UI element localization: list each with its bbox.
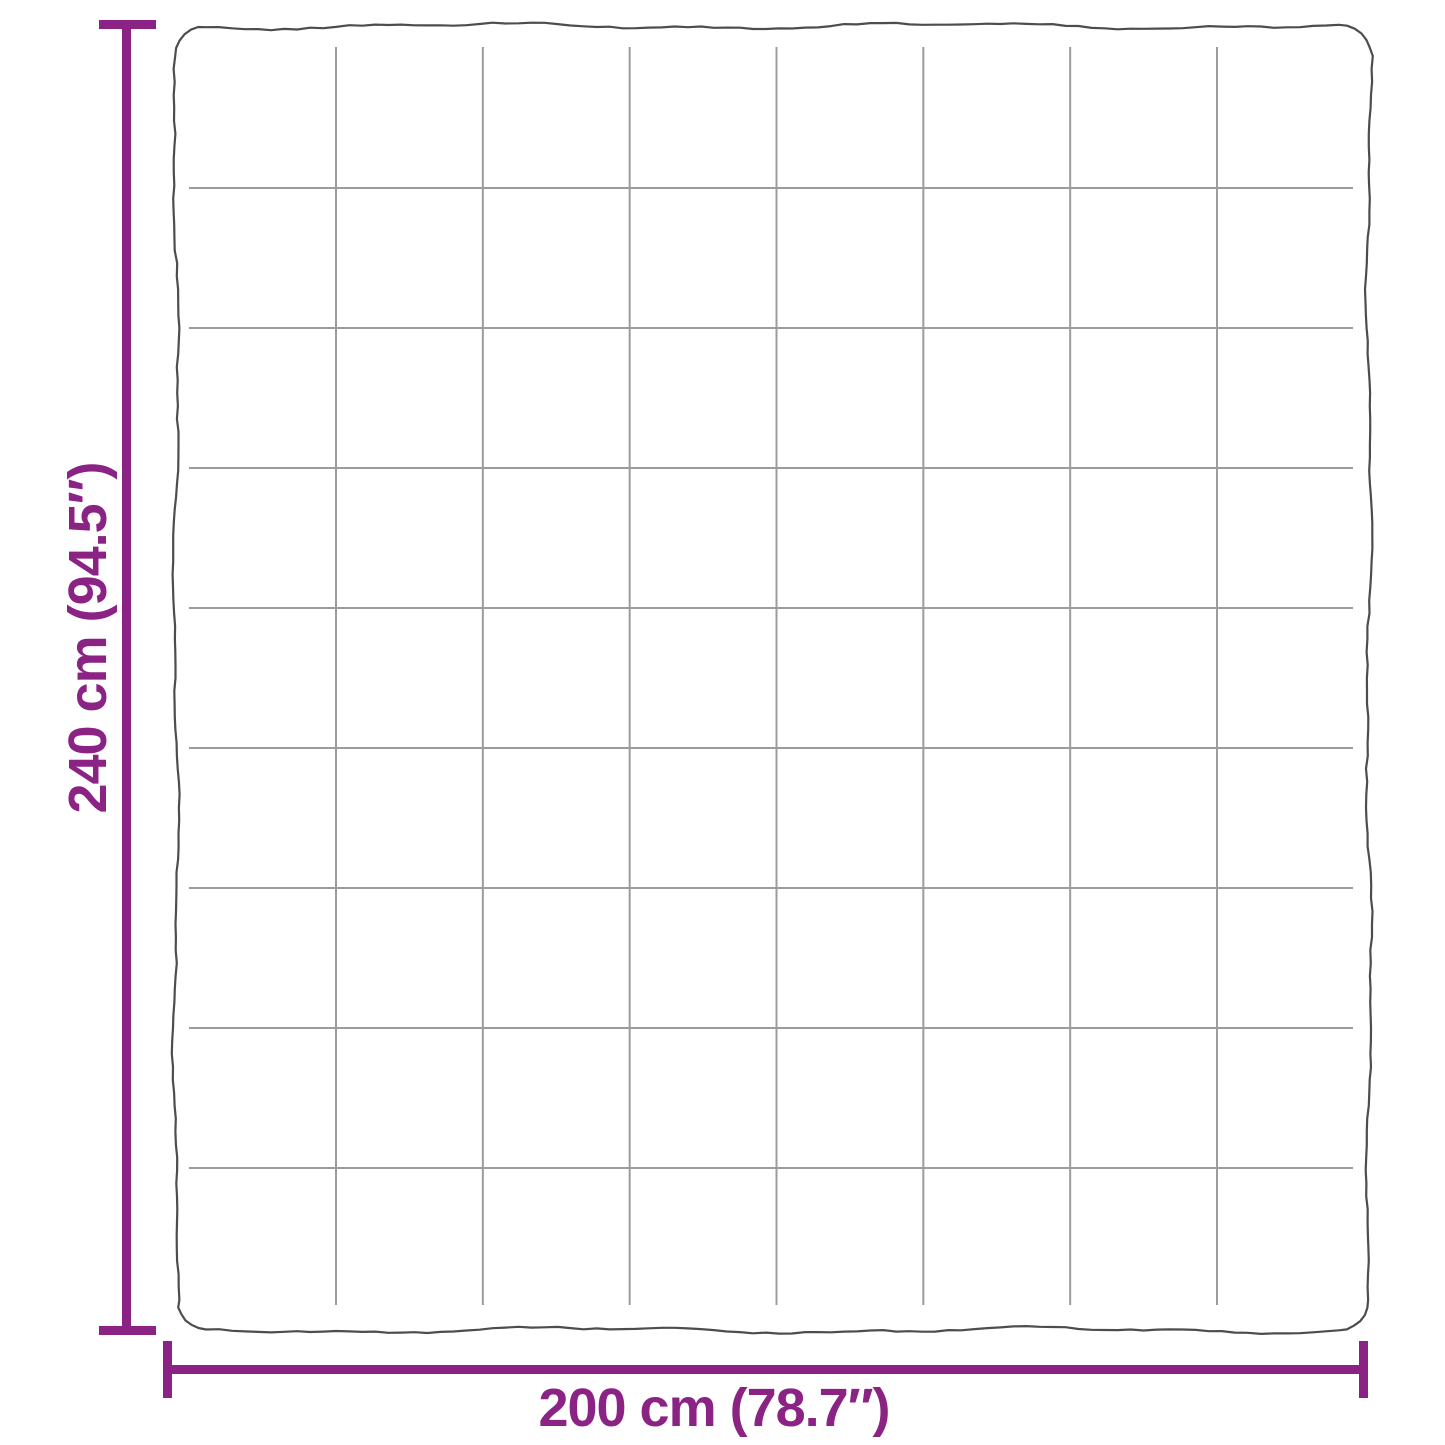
width-dimension-right-tick — [1359, 1341, 1368, 1398]
width-label: 200 cm (78.7″) — [538, 1378, 890, 1438]
height-dimension-top-cap — [99, 20, 156, 29]
width-dimension-line — [167, 1365, 1364, 1374]
width-dimension-left-tick — [163, 1341, 172, 1398]
height-dimension-line — [122, 24, 131, 1331]
blanket-outline — [170, 21, 1374, 1335]
stitch-grid — [189, 47, 1353, 1305]
height-label: 240 cm (94.5″) — [58, 462, 118, 814]
height-dimension-bottom-cap — [99, 1326, 156, 1335]
